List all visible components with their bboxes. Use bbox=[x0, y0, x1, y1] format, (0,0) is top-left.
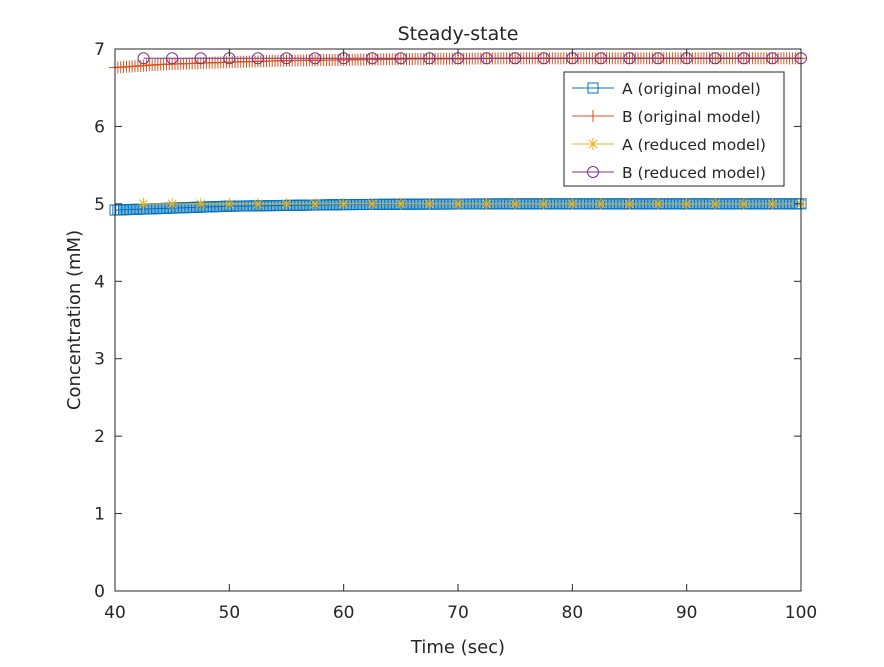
legend-entry: B (original model) bbox=[572, 108, 761, 126]
y-tick-label: 6 bbox=[94, 117, 105, 137]
data-point bbox=[423, 52, 436, 65]
series-2 bbox=[137, 197, 807, 210]
legend-marker bbox=[587, 138, 599, 150]
data-point bbox=[737, 52, 750, 65]
data-point bbox=[766, 52, 779, 65]
data-point bbox=[509, 52, 522, 65]
data-point bbox=[137, 52, 150, 65]
data-point bbox=[566, 197, 579, 210]
legend-marker bbox=[587, 110, 599, 122]
data-point bbox=[537, 52, 550, 65]
data-point bbox=[137, 197, 150, 210]
y-tick-label: 3 bbox=[94, 350, 105, 370]
y-tick-label: 4 bbox=[94, 272, 105, 292]
data-point bbox=[652, 52, 665, 65]
data-point bbox=[280, 52, 293, 65]
data-point bbox=[309, 197, 322, 210]
data-point bbox=[251, 197, 264, 210]
y-tick-label: 2 bbox=[94, 427, 105, 447]
data-point bbox=[480, 197, 493, 210]
x-tick-label: 50 bbox=[219, 603, 241, 623]
y-tick-label: 0 bbox=[94, 582, 105, 602]
data-point bbox=[366, 197, 379, 210]
y-axis: 0 1 2 3 4 5 6 7 bbox=[94, 40, 801, 602]
data-point bbox=[280, 197, 293, 210]
data-point bbox=[709, 197, 722, 210]
x-tick-label: 90 bbox=[676, 603, 698, 623]
data-point bbox=[623, 52, 636, 65]
data-point bbox=[366, 52, 379, 65]
data-point bbox=[194, 52, 207, 65]
x-tick-label: 60 bbox=[333, 603, 355, 623]
x-tick-label: 100 bbox=[785, 603, 817, 623]
data-point bbox=[337, 197, 350, 210]
legend-label: B (reduced model) bbox=[622, 164, 766, 182]
legend: A (original model) B (original model) A (r… bbox=[563, 71, 785, 187]
x-tick-label: 80 bbox=[562, 603, 584, 623]
data-point bbox=[394, 52, 407, 65]
data-point bbox=[737, 197, 750, 210]
legend-marker bbox=[587, 166, 599, 178]
y-tick-label: 7 bbox=[94, 40, 105, 60]
data-point bbox=[423, 197, 436, 210]
legend-label: B (original model) bbox=[622, 108, 761, 126]
plot-area bbox=[109, 52, 807, 216]
legend-entry: A (original model) bbox=[572, 80, 761, 98]
x-axis: 40 50 60 70 80 90 100 bbox=[104, 49, 817, 623]
legend-box bbox=[563, 71, 785, 187]
data-point bbox=[452, 197, 464, 210]
data-point bbox=[394, 197, 407, 210]
legend-marker bbox=[587, 82, 599, 94]
data-point bbox=[166, 197, 179, 210]
x-tick-label: 40 bbox=[104, 603, 126, 623]
data-point bbox=[194, 197, 207, 210]
data-point bbox=[251, 52, 264, 65]
y-tick-label: 1 bbox=[94, 505, 105, 525]
y-axis-label: Concentration (mM) bbox=[64, 230, 85, 410]
data-point bbox=[623, 197, 636, 210]
data-point bbox=[309, 52, 322, 65]
data-point bbox=[480, 52, 493, 65]
legend-label: A (original model) bbox=[622, 80, 761, 98]
data-point bbox=[537, 197, 550, 210]
data-point bbox=[594, 52, 607, 65]
legend-label: A (reduced model) bbox=[622, 136, 766, 154]
x-tick-label: 70 bbox=[447, 603, 469, 623]
chart-title: Steady-state bbox=[398, 23, 519, 45]
data-point bbox=[166, 52, 179, 65]
legend-entry: B (reduced model) bbox=[572, 164, 766, 182]
y-tick-label: 5 bbox=[94, 195, 105, 215]
series-3 bbox=[137, 52, 807, 65]
data-point bbox=[766, 197, 779, 210]
x-axis-label: Time (sec) bbox=[410, 637, 505, 658]
legend-entry: A (reduced model) bbox=[572, 136, 766, 154]
data-point bbox=[680, 197, 693, 210]
data-point bbox=[652, 197, 665, 210]
data-point bbox=[223, 197, 236, 210]
data-point bbox=[594, 197, 607, 210]
data-point bbox=[509, 197, 522, 210]
data-point bbox=[709, 52, 722, 65]
